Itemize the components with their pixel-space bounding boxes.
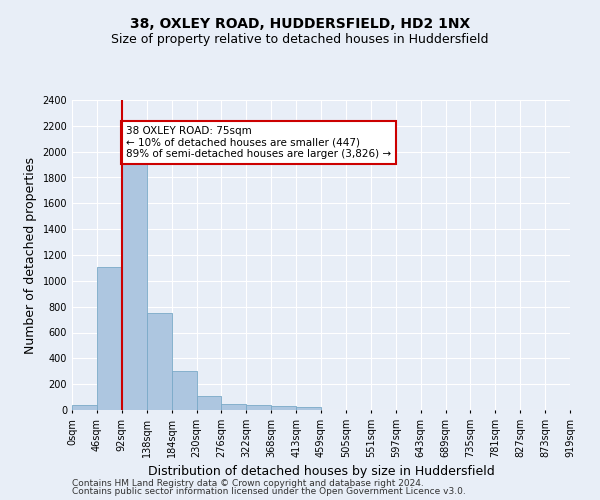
Text: 38 OXLEY ROAD: 75sqm
← 10% of detached houses are smaller (447)
89% of semi-deta: 38 OXLEY ROAD: 75sqm ← 10% of detached h…	[126, 126, 391, 159]
Bar	[296, 408, 321, 410]
Y-axis label: Number of detached properties: Number of detached properties	[24, 156, 37, 354]
Text: Size of property relative to detached houses in Huddersfield: Size of property relative to detached ho…	[111, 32, 489, 46]
Text: Contains HM Land Registry data © Crown copyright and database right 2024.: Contains HM Land Registry data © Crown c…	[72, 478, 424, 488]
Text: Contains public sector information licensed under the Open Government Licence v3: Contains public sector information licen…	[72, 487, 466, 496]
X-axis label: Distribution of detached houses by size in Huddersfield: Distribution of detached houses by size …	[148, 466, 494, 478]
Text: 38, OXLEY ROAD, HUDDERSFIELD, HD2 1NX: 38, OXLEY ROAD, HUDDERSFIELD, HD2 1NX	[130, 18, 470, 32]
Bar	[197, 396, 221, 410]
Bar	[246, 405, 271, 410]
Bar	[271, 406, 296, 410]
Bar	[122, 162, 146, 410]
Bar	[172, 371, 197, 410]
Bar	[221, 404, 247, 410]
Bar	[72, 406, 97, 410]
Bar	[146, 313, 172, 410]
Bar	[97, 266, 122, 410]
